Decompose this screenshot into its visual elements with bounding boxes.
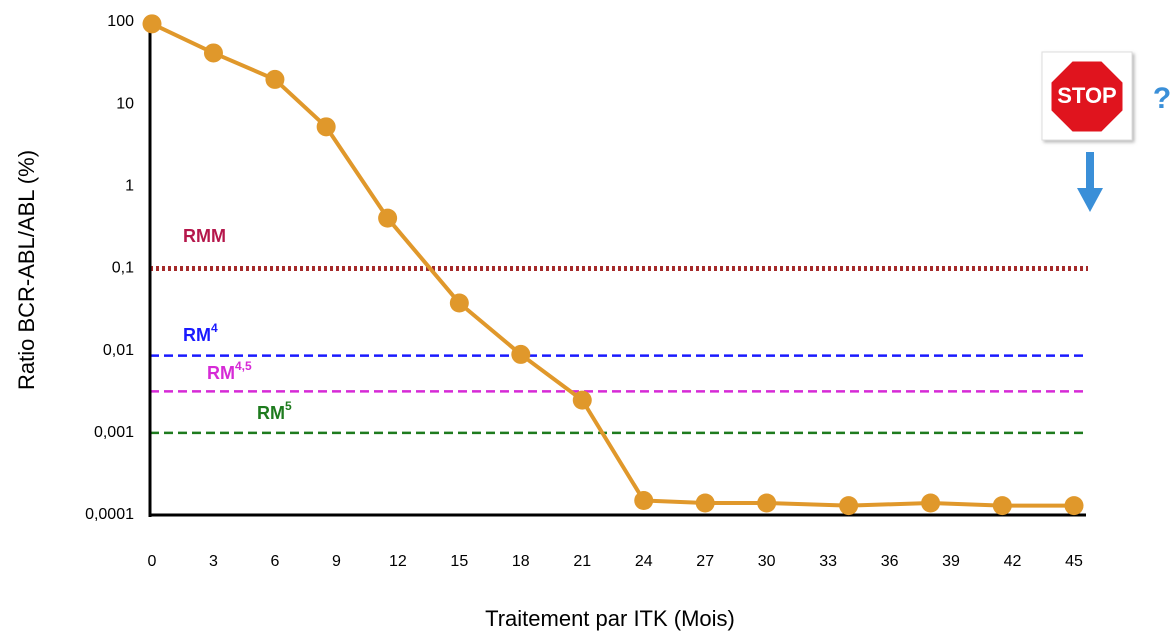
data-point xyxy=(992,496,1012,516)
x-tick-label: 24 xyxy=(635,553,653,570)
x-tick-label: 33 xyxy=(819,553,837,570)
reference-label: RM4 xyxy=(183,321,218,345)
arrow-head xyxy=(1077,188,1103,212)
question-mark: ? xyxy=(1153,82,1171,115)
y-tick-label: 0,001 xyxy=(94,424,134,441)
x-tick-label: 39 xyxy=(942,553,960,570)
x-tick-label: 30 xyxy=(758,553,776,570)
data-point xyxy=(921,493,941,513)
reference-name: RM xyxy=(207,363,235,383)
x-tick-label: 9 xyxy=(332,553,341,570)
reference-sup: 4 xyxy=(211,321,218,335)
y-tick-label: 0,0001 xyxy=(85,506,134,523)
arrow-shaft xyxy=(1086,152,1094,190)
reference-label: RM5 xyxy=(257,399,292,423)
reference-sup: 4,5 xyxy=(235,359,252,373)
x-tick-label: 27 xyxy=(696,553,714,570)
y-tick-label: 1 xyxy=(125,178,134,195)
x-tick-label: 18 xyxy=(512,553,530,570)
data-point xyxy=(634,491,654,511)
data-point xyxy=(142,14,162,34)
reference-name: RM xyxy=(183,325,211,345)
reference-sup: 5 xyxy=(285,399,292,413)
reference-name: RMM xyxy=(183,226,226,246)
x-tick-label: 0 xyxy=(148,553,157,570)
data-point xyxy=(203,43,223,63)
data-point xyxy=(511,344,531,364)
data-point xyxy=(378,208,398,228)
stop-text: STOP xyxy=(1057,83,1117,108)
data-point xyxy=(572,390,592,410)
x-tick-label: 42 xyxy=(1004,553,1022,570)
data-point xyxy=(1064,496,1084,516)
stop-octagon xyxy=(1048,58,1126,135)
x-tick-label: 15 xyxy=(450,553,468,570)
x-axis-title: Traitement par ITK (Mois) xyxy=(485,606,735,631)
x-tick-label: 12 xyxy=(389,553,407,570)
reference-label: RM4,5 xyxy=(207,359,252,383)
down-arrow xyxy=(1077,152,1103,212)
data-point xyxy=(265,69,285,89)
y-tick-label: 100 xyxy=(107,13,134,30)
y-tick-label: 10 xyxy=(116,95,134,112)
data-point xyxy=(449,293,469,313)
data-point xyxy=(316,117,336,137)
x-tick-label: 6 xyxy=(270,553,279,570)
reference-label: RMM xyxy=(183,226,226,246)
reference-name: RM xyxy=(257,403,285,423)
x-tick-label: 45 xyxy=(1065,553,1083,570)
y-tick-label: 0,01 xyxy=(103,342,134,359)
y-tick-label: 0,1 xyxy=(112,260,134,277)
data-point xyxy=(695,493,715,513)
stop-sign: STOP xyxy=(1041,51,1133,141)
x-tick-label: 21 xyxy=(573,553,591,570)
data-point xyxy=(757,493,777,513)
x-tick-label: 3 xyxy=(209,553,218,570)
x-tick-label: 36 xyxy=(881,553,899,570)
data-point xyxy=(839,496,859,516)
y-axis-title: Ratio BCR-ABL/ABL (%) xyxy=(14,150,39,390)
